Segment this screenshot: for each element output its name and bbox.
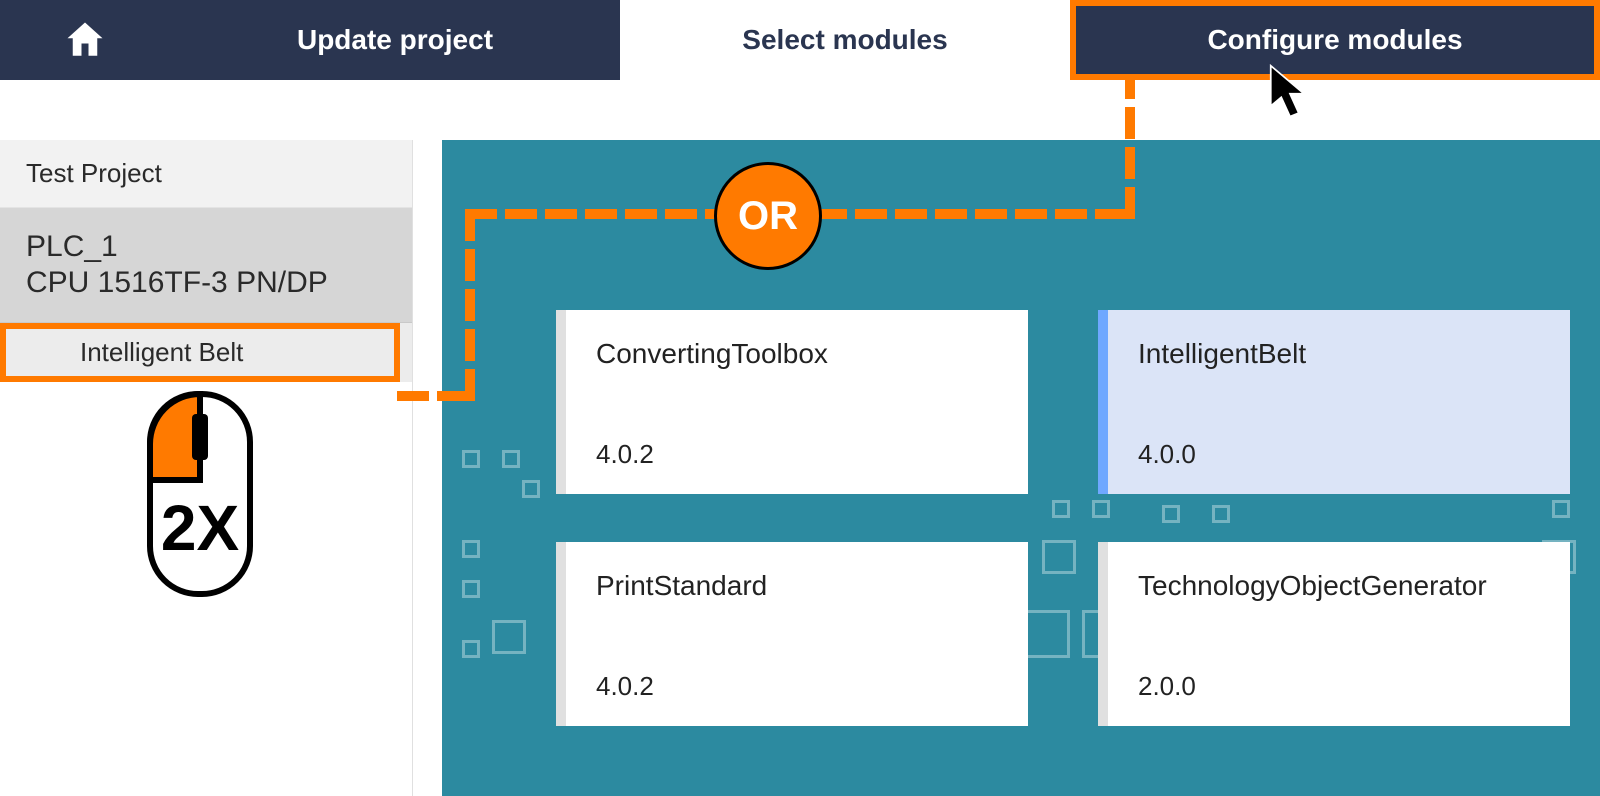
module-name: IntelligentBelt — [1138, 338, 1540, 370]
deco-square — [522, 480, 540, 498]
module-version: 4.0.2 — [596, 439, 998, 470]
project-sidebar: Test Project PLC_1 CPU 1516TF-3 PN/DP In… — [0, 140, 412, 796]
or-badge: OR — [714, 162, 822, 270]
tab-select-modules[interactable]: Select modules — [620, 0, 1070, 80]
device-type: CPU 1516TF-3 PN/DP — [26, 266, 386, 300]
module-name: PrintStandard — [596, 570, 998, 602]
or-label: OR — [738, 194, 798, 239]
device-node[interactable]: PLC_1 CPU 1516TF-3 PN/DP — [0, 208, 412, 323]
device-name: PLC_1 — [26, 230, 386, 264]
top-nav: Update project Select modules Configure … — [0, 0, 1600, 80]
deco-square — [462, 640, 480, 658]
sidebar-item-label: Intelligent Belt — [80, 337, 243, 367]
spacer — [0, 80, 1600, 140]
tab-update-project[interactable]: Update project — [170, 0, 620, 80]
module-version: 4.0.2 — [596, 671, 998, 702]
home-button[interactable] — [0, 0, 170, 80]
sidebar-item-intelligent-belt[interactable]: Intelligent Belt — [0, 323, 412, 382]
deco-square — [462, 450, 480, 468]
sidebar-border — [412, 140, 442, 796]
tab-label: Configure modules — [1207, 24, 1462, 56]
module-version: 4.0.0 — [1138, 439, 1540, 470]
doubleclick-label: 2X — [161, 492, 240, 564]
tab-label: Update project — [297, 24, 493, 56]
cursor-icon — [1268, 64, 1312, 120]
module-name: ConvertingToolbox — [596, 338, 998, 370]
doubleclick-annotation: 2X — [120, 390, 280, 610]
module-name: TechnologyObjectGenerator — [1138, 570, 1540, 602]
module-card-intelligentbelt[interactable]: IntelligentBelt 4.0.0 — [1098, 310, 1570, 494]
deco-square — [492, 620, 526, 654]
module-canvas: ConvertingToolbox 4.0.2 IntelligentBelt … — [442, 140, 1600, 796]
module-version: 2.0.0 — [1138, 671, 1540, 702]
deco-square — [462, 540, 480, 558]
project-header[interactable]: Test Project — [0, 140, 412, 208]
tab-configure-modules[interactable]: Configure modules — [1070, 0, 1600, 80]
module-cards: ConvertingToolbox 4.0.2 IntelligentBelt … — [556, 310, 1570, 726]
tab-label: Select modules — [742, 24, 947, 56]
module-card-technologyobjectgenerator[interactable]: TechnologyObjectGenerator 2.0.0 — [1098, 542, 1570, 726]
module-card-convertingtoolbox[interactable]: ConvertingToolbox 4.0.2 — [556, 310, 1028, 494]
module-card-printstandard[interactable]: PrintStandard 4.0.2 — [556, 542, 1028, 726]
deco-square — [502, 450, 520, 468]
project-name: Test Project — [26, 158, 162, 188]
deco-square — [462, 580, 480, 598]
home-icon — [64, 19, 106, 61]
